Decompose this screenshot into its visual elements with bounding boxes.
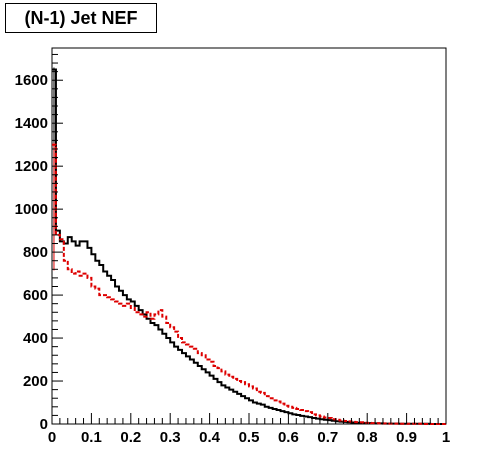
plot-frame [51,47,447,425]
y-tick-label: 600 [23,287,48,304]
x-tick-label: 0.9 [396,429,417,446]
y-tick-label: 1200 [15,158,48,175]
chart-title: (N-1) Jet NEF [5,3,157,33]
y-tick-label: 200 [23,373,48,390]
y-tick-label: 800 [23,244,48,261]
y-tick-label: 1000 [15,201,48,218]
x-tick-label: 0.8 [357,429,378,446]
y-tick-label: 1600 [15,72,48,89]
y-tick-label: 400 [23,330,48,347]
x-tick-label: 0 [48,429,56,446]
x-tick-label: 0.3 [160,429,181,446]
y-tick-label: 1400 [15,115,48,132]
x-tick-label: 0.5 [239,429,260,446]
x-tick-label: 0.1 [81,429,102,446]
y-tick-label: 0 [40,416,48,433]
x-tick-label: 0.6 [278,429,299,446]
x-tick-label: 0.2 [120,429,141,446]
x-tick-label: 0.7 [317,429,338,446]
x-tick-label: 1 [442,429,450,446]
x-tick-label: 0.4 [199,429,221,446]
histogram-series-1 [52,68,446,425]
histogram-series-2 [52,143,446,425]
